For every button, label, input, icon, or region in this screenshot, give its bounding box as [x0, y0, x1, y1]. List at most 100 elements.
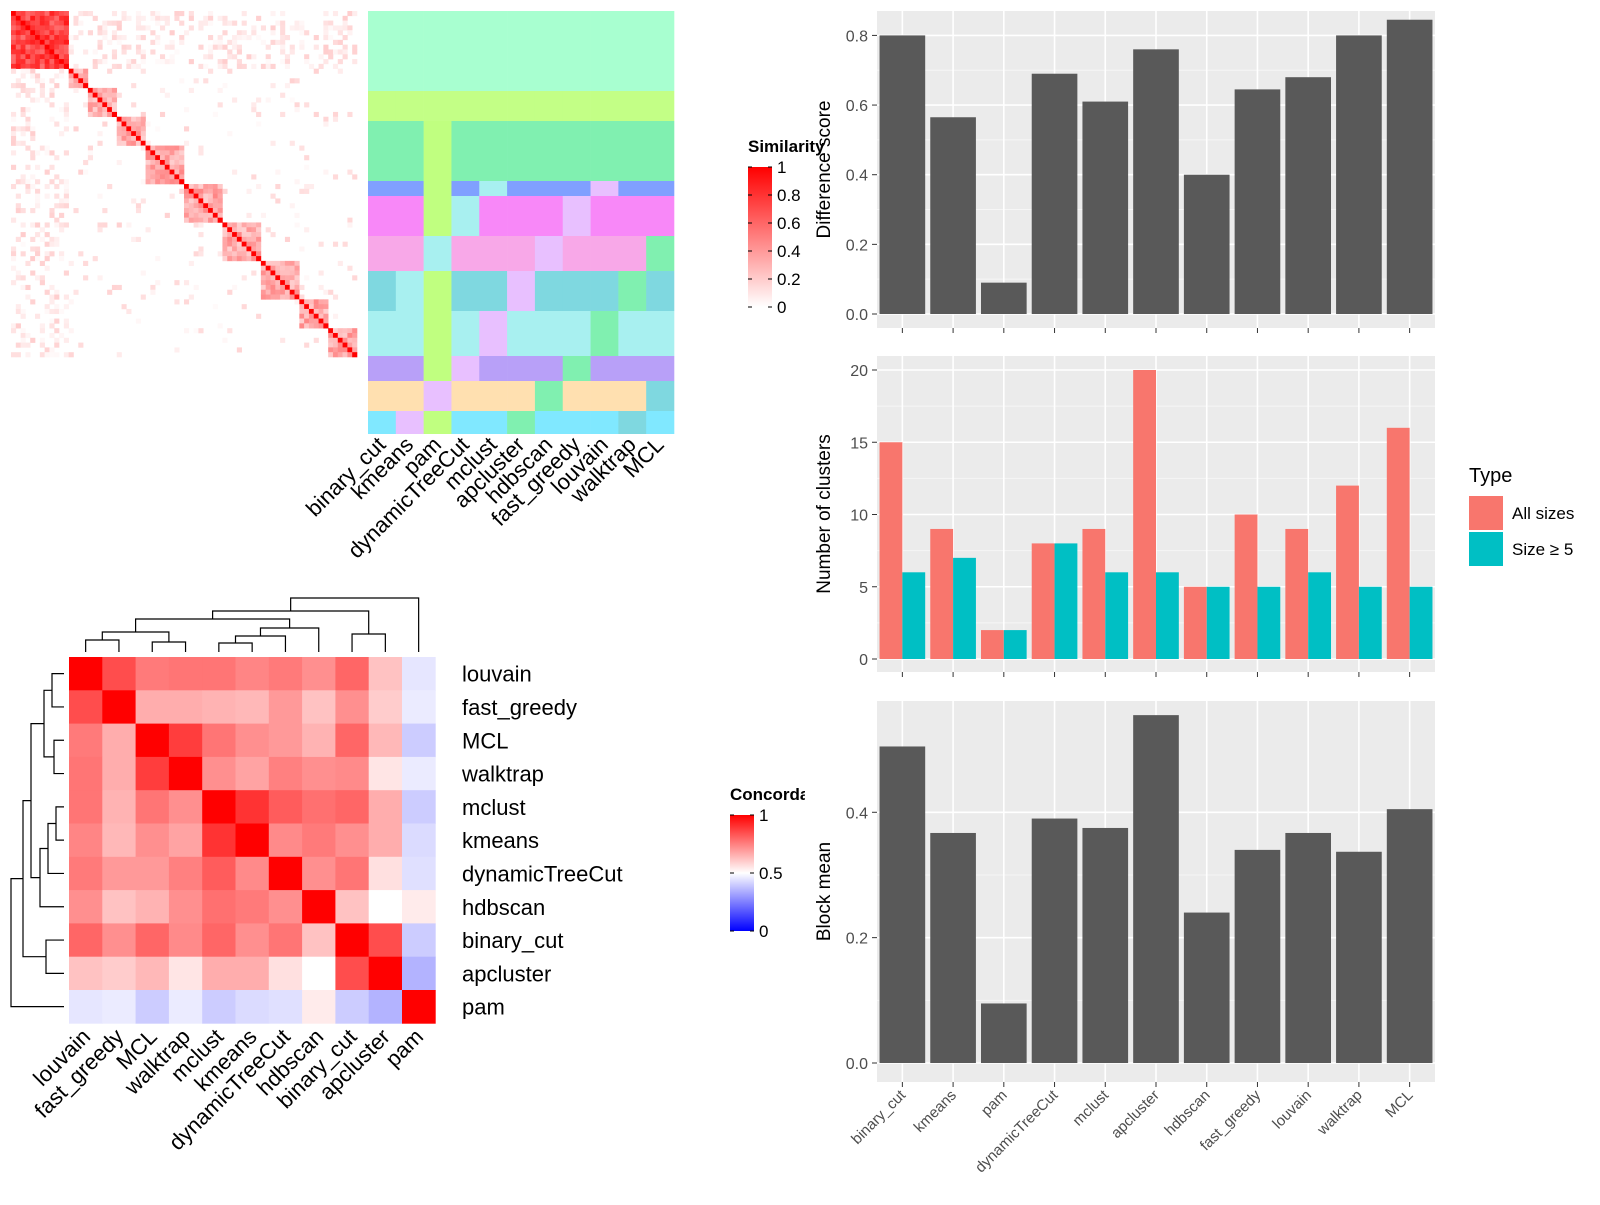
- concordance-cell: [168, 756, 203, 791]
- similarity-cell: [49, 35, 55, 41]
- bar: [1133, 715, 1179, 1063]
- similarity-cell: [44, 256, 50, 262]
- similarity-cell: [179, 164, 185, 170]
- assignment-segment: [646, 236, 675, 271]
- similarity-cell: [49, 299, 55, 305]
- similarity-cell: [25, 49, 31, 55]
- similarity-cell: [155, 11, 161, 17]
- similarity-cell: [299, 39, 305, 45]
- similarity-cell: [342, 337, 348, 343]
- concordance-cell: [69, 890, 103, 924]
- similarity-cell: [246, 236, 252, 242]
- similarity-legend-title: Similarity: [748, 137, 825, 156]
- similarity-cell: [35, 97, 41, 103]
- similarity-cell: [222, 337, 228, 343]
- concordance-cell: [268, 990, 303, 1024]
- similarity-cell: [44, 25, 50, 31]
- bar-size-ge-5: [1054, 543, 1078, 659]
- similarity-cell: [39, 30, 45, 36]
- similarity-cell: [39, 25, 45, 31]
- similarity-cell: [184, 198, 190, 204]
- similarity-cell: [63, 44, 69, 50]
- similarity-cell: [232, 236, 238, 242]
- assignment-segment: [479, 91, 508, 121]
- assignment-segment: [395, 181, 424, 196]
- similarity-cell: [135, 135, 142, 142]
- similarity-cell: [63, 35, 69, 41]
- similarity-cell: [337, 25, 343, 31]
- similarity-cell: [150, 284, 156, 291]
- similarity-cell: [111, 63, 118, 69]
- similarity-cell: [20, 73, 26, 79]
- similarity-cell: [284, 280, 291, 286]
- similarity-cell: [54, 44, 60, 50]
- y-tick-label: 15: [850, 435, 868, 452]
- similarity-cell: [25, 59, 31, 65]
- similarity-cell: [318, 270, 324, 276]
- similarity-cell: [251, 232, 257, 238]
- similarity-cell: [284, 260, 291, 266]
- similarity-cell: [97, 97, 103, 103]
- similarity-cell: [174, 49, 180, 55]
- similarity-cell: [328, 54, 334, 60]
- similarity-cell: [203, 217, 209, 223]
- similarity-cell: [73, 289, 79, 295]
- similarity-cell: [59, 25, 65, 31]
- similarity-cell: [308, 318, 315, 324]
- similarity-cell: [236, 44, 242, 50]
- similarity-cell: [352, 275, 358, 281]
- y-tick-label: 0.0: [846, 1056, 868, 1073]
- similarity-cell: [232, 39, 238, 45]
- similarity-cell: [78, 83, 84, 89]
- similarity-cell: [328, 20, 334, 26]
- legend-key: [1469, 496, 1503, 530]
- concordance-cell: [268, 823, 303, 858]
- similarity-cell: [15, 236, 21, 242]
- similarity-cell: [44, 265, 50, 271]
- similarity-cell: [39, 337, 45, 343]
- dendrogram-link: [259, 627, 320, 652]
- similarity-cell: [328, 289, 334, 295]
- similarity-cell: [116, 92, 122, 98]
- similarity-cell: [35, 30, 41, 36]
- assignment-segment: [590, 356, 619, 381]
- similarity-cell: [256, 35, 262, 41]
- concordance-row-dendrogram: [10, 673, 64, 1008]
- similarity-cell: [265, 284, 271, 291]
- similarity-cell: [44, 241, 50, 247]
- similarity-cell: [97, 39, 103, 45]
- similarity-cell: [35, 313, 41, 319]
- similarity-cell: [179, 159, 185, 166]
- concordance-cell: [102, 890, 136, 924]
- similarity-cell: [39, 78, 45, 84]
- concordance-cell: [135, 657, 170, 691]
- similarity-cell: [78, 68, 84, 74]
- similarity-cell: [49, 323, 55, 329]
- similarity-cell: [251, 30, 257, 36]
- similarity-cell: [140, 54, 146, 60]
- similarity-cell: [280, 289, 286, 295]
- similarity-cell: [35, 232, 41, 238]
- similarity-cell: [251, 102, 257, 108]
- similarity-cell: [347, 169, 353, 175]
- similarity-cell: [97, 59, 103, 65]
- concordance-row-label: MCL: [462, 728, 508, 753]
- assignment-segment: [562, 121, 591, 181]
- similarity-cell: [275, 20, 281, 26]
- concordance-legend-tick-label: 0: [759, 922, 768, 941]
- similarity-cell: [155, 150, 161, 156]
- similarity-cell: [140, 49, 146, 55]
- concordance-cell: [368, 790, 403, 824]
- assignment-segment: [646, 271, 675, 311]
- similarity-cell: [39, 87, 45, 93]
- assignment-segment: [479, 381, 508, 411]
- similarity-cell: [246, 222, 252, 228]
- assignment-segment: [590, 196, 619, 236]
- similarity-cell: [179, 169, 185, 175]
- similarity-cell: [25, 20, 31, 26]
- similarity-cell: [275, 260, 281, 266]
- similarity-cell: [241, 251, 247, 257]
- similarity-cell: [246, 251, 252, 257]
- similarity-cell: [35, 203, 41, 209]
- legend-label: All sizes: [1512, 504, 1574, 523]
